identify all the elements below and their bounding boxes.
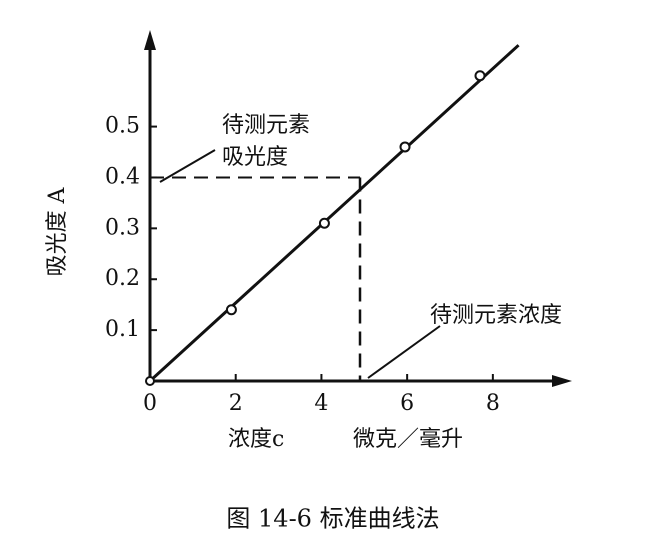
y-tick-label: 0.3 xyxy=(105,215,140,240)
annotation: 吸光度 xyxy=(222,145,288,170)
x-axis-unit: 微克／毫升 xyxy=(353,427,463,452)
x-axis-label: 浓度c xyxy=(228,427,284,452)
annotation: 待测元素浓度 xyxy=(430,303,562,328)
leader-line xyxy=(159,149,216,183)
x-tick-label: 4 xyxy=(314,391,328,416)
x-tick-label: 0 xyxy=(143,391,157,416)
leader-line xyxy=(367,325,441,379)
x-tick-label: 6 xyxy=(400,391,414,416)
y-tick-label: 0.5 xyxy=(105,114,140,139)
data-point xyxy=(399,141,411,153)
x-tick-label: 8 xyxy=(486,391,500,416)
y-tick-label: 0.2 xyxy=(105,266,140,291)
origin-dot xyxy=(145,376,155,386)
data-point xyxy=(318,217,330,229)
y-tick-label: 0.4 xyxy=(105,164,140,189)
fit-line xyxy=(148,44,520,383)
y-axis-label: 吸光度 A xyxy=(45,186,70,276)
y-tick-label: 0.1 xyxy=(105,317,140,342)
y-arrow xyxy=(144,30,156,50)
data-point xyxy=(225,304,237,316)
caption: 图 14-6 标准曲线法 xyxy=(226,505,439,533)
x-tick-label: 2 xyxy=(229,391,243,416)
data-point xyxy=(474,70,486,82)
annotation: 待测元素 xyxy=(222,113,310,138)
x-arrow xyxy=(552,375,572,387)
